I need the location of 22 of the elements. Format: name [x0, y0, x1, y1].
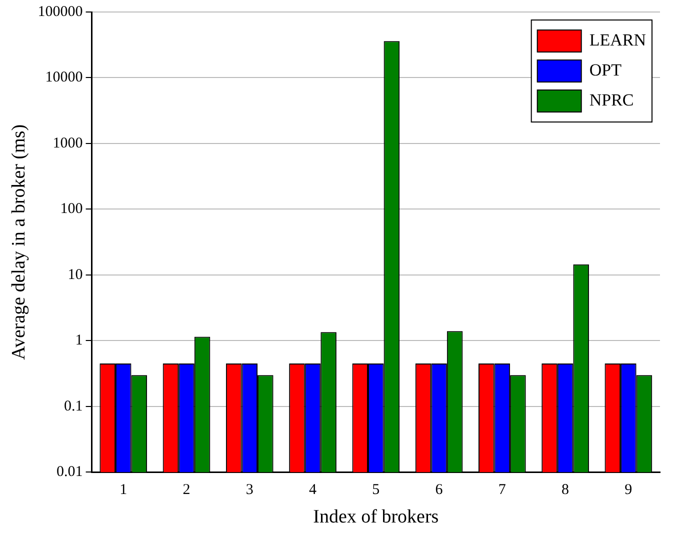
y-tick-label: 10000 [45, 70, 83, 86]
legend-label: OPT [589, 60, 622, 80]
x-tick-label: 8 [562, 482, 570, 498]
x-tick-label: 5 [372, 482, 380, 498]
y-tick-label: 0.01 [56, 464, 83, 480]
y-tick-label: 1 [75, 332, 83, 349]
y-axis-title: Average delay in a broker (ms) [8, 124, 30, 360]
x-tick-label: 3 [246, 482, 254, 498]
y-tick-label: 100000 [38, 4, 83, 20]
y-tick-label: 10 [68, 266, 83, 283]
x-tick-label: 2 [182, 482, 190, 498]
x-tick-label: 9 [624, 482, 632, 498]
y-tick-label: 1000 [52, 135, 83, 152]
y-tick-label: 0.1 [64, 398, 83, 414]
x-tick-label: 6 [435, 482, 444, 498]
x-tick-label: 7 [498, 482, 506, 498]
x-tick-label: 1 [120, 482, 128, 498]
legend-label: LEARN [589, 30, 646, 50]
y-tick-label: 100 [60, 201, 83, 218]
x-tick-label: 4 [309, 482, 318, 498]
x-axis-title: Index of brokers [313, 506, 439, 528]
legend-label: NPRC [589, 90, 634, 110]
